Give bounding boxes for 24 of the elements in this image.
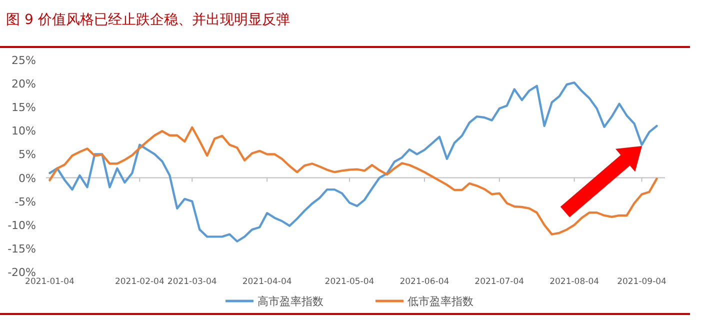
x-tick-label: 2021-04-04	[242, 277, 292, 287]
y-tick-label: 20%	[12, 78, 36, 91]
x-tick-label: 2021-07-04	[474, 277, 524, 287]
y-tick-label: -20%	[8, 266, 36, 279]
x-tick-label: 2021-05-04	[324, 277, 374, 287]
y-tick-label: 0%	[18, 172, 36, 185]
x-tick-label: 2021-03-04	[167, 277, 217, 287]
y-tick-label: 15%	[12, 101, 36, 114]
x-tick-label: 2021-02-04	[114, 277, 164, 287]
y-tick-label: 5%	[18, 148, 36, 162]
legend-label: 高市盈率指数	[258, 295, 324, 308]
y-tick-label: 25%	[12, 54, 36, 67]
y-tick-label: -5%	[14, 195, 36, 208]
x-tick-label: 2021-01-04	[25, 277, 74, 287]
x-tick-label: 2021-08-04	[550, 277, 600, 287]
y-tick-label: -15%	[8, 242, 36, 256]
line-series	[48, 126, 658, 236]
legend-label: 低市盈率指数	[408, 295, 474, 308]
y-tick-label: -10%	[8, 218, 36, 232]
x-tick-label: 2021-09-04	[617, 277, 666, 287]
line-series	[48, 82, 658, 242]
chart-title: 图 9 价值风格已经止跌企稳、并出现明显反弹	[6, 12, 290, 28]
y-tick-label: 10%	[12, 124, 36, 138]
x-tick-label: 2021-06-04	[400, 277, 450, 287]
